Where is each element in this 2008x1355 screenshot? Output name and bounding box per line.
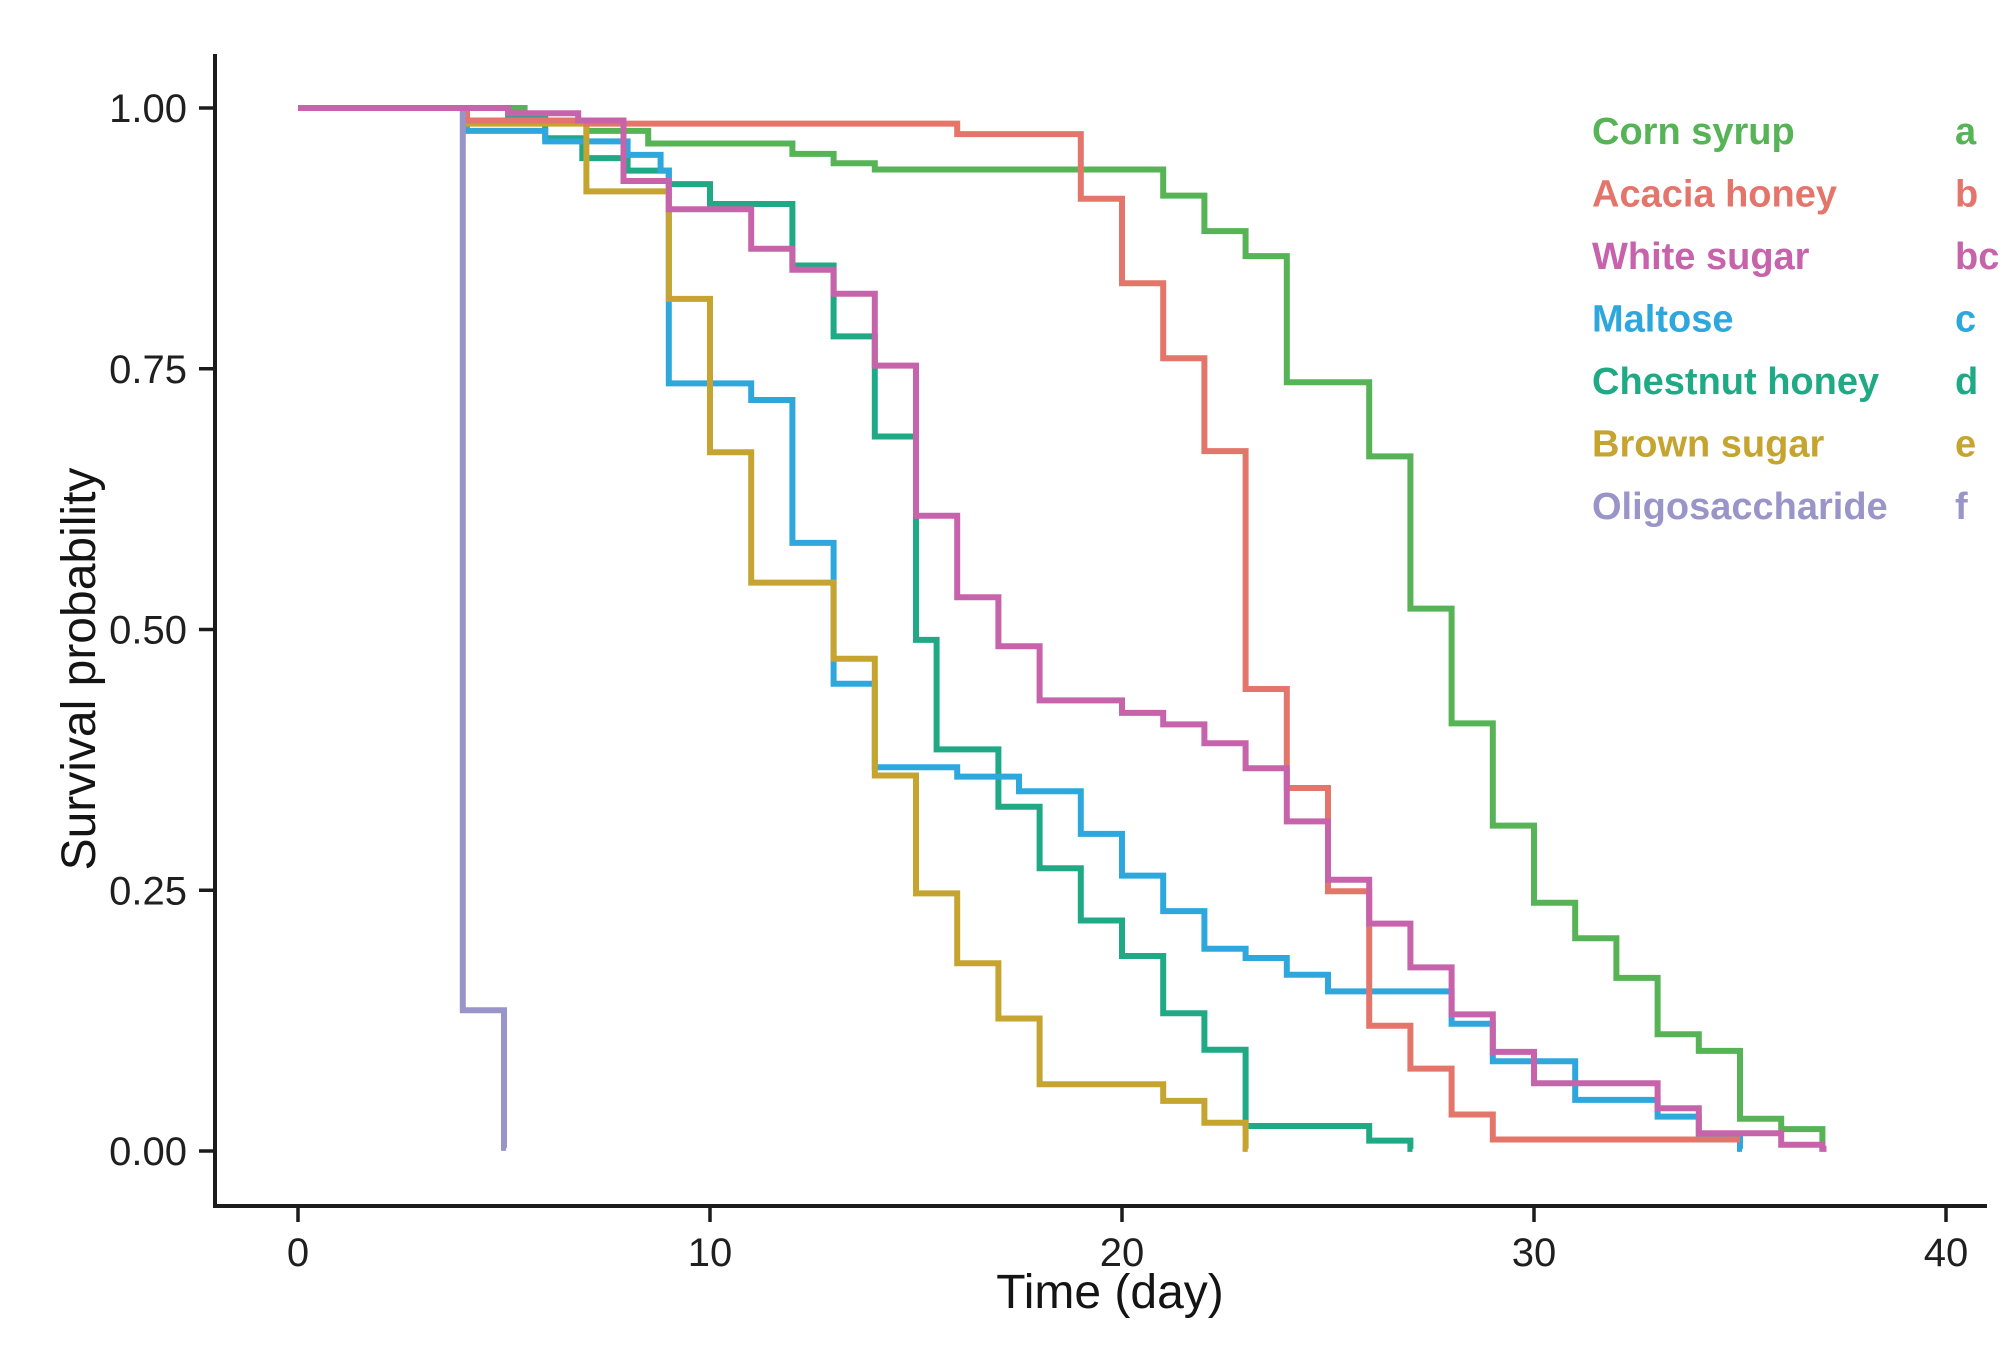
legend-letter-maltose: c	[1955, 299, 1976, 341]
y-axis-title: Survival probability	[53, 468, 106, 871]
y-tick-label: 1.00	[109, 87, 187, 131]
x-axis-title: Time (day)	[996, 1266, 1224, 1319]
legend-letter-corn-syrup: a	[1955, 111, 1977, 153]
legend-label-corn-syrup: Corn syrup	[1592, 111, 1795, 153]
y-tick-label: 0.00	[109, 1130, 187, 1174]
y-tick-label: 0.50	[109, 609, 187, 653]
x-tick-label: 40	[1924, 1231, 1969, 1275]
x-tick-label: 0	[287, 1231, 309, 1275]
survival-curve-white-sugar	[298, 105, 1827, 1152]
legend-label-maltose: Maltose	[1592, 299, 1733, 341]
legend-letter-oligosaccharide: f	[1955, 486, 1968, 528]
survival-curves	[298, 105, 1827, 1152]
survival-curve-chestnut-honey	[298, 105, 1414, 1152]
legend-label-brown-sugar: Brown sugar	[1592, 424, 1824, 466]
survival-curve-oligosaccharide	[298, 105, 507, 1151]
legend-letter-white-sugar: bc	[1955, 236, 1999, 278]
legend: Corn syrup a Acacia honey b White sugar bc Mal…	[1592, 111, 1999, 528]
survival-chart: 0 10 20 30 40 0.00 0.25 0.50 0.75 1.00 Survival p…	[53, 54, 1999, 1319]
survival-curve-maltose	[298, 105, 1743, 1152]
legend-letter-chestnut-honey: d	[1955, 361, 1978, 403]
y-tick-label: 0.75	[109, 348, 187, 392]
legend-letter-brown-sugar: e	[1955, 424, 1976, 466]
survival-curve-acacia-honey	[298, 105, 1740, 1143]
legend-label-white-sugar: White sugar	[1592, 236, 1810, 278]
axes: 0 10 20 30 40 0.00 0.25 0.50 0.75 1.00	[109, 54, 1987, 1275]
legend-label-oligosaccharide: Oligosaccharide	[1592, 486, 1888, 528]
survival-curve-corn-syrup	[298, 105, 1826, 1151]
survival-curve-brown-sugar	[298, 105, 1249, 1152]
y-tick-label: 0.25	[109, 869, 187, 913]
km-survival-figure: 0 10 20 30 40 0.00 0.25 0.50 0.75 1.00 Survival p…	[40, 16, 2008, 1339]
legend-letter-acacia-honey: b	[1955, 174, 1978, 216]
x-tick-label: 10	[688, 1231, 733, 1275]
x-tick-label: 20	[1100, 1231, 1145, 1275]
x-tick-label: 30	[1512, 1231, 1557, 1275]
legend-label-acacia-honey: Acacia honey	[1592, 174, 1837, 216]
legend-label-chestnut-honey: Chestnut honey	[1592, 361, 1879, 403]
